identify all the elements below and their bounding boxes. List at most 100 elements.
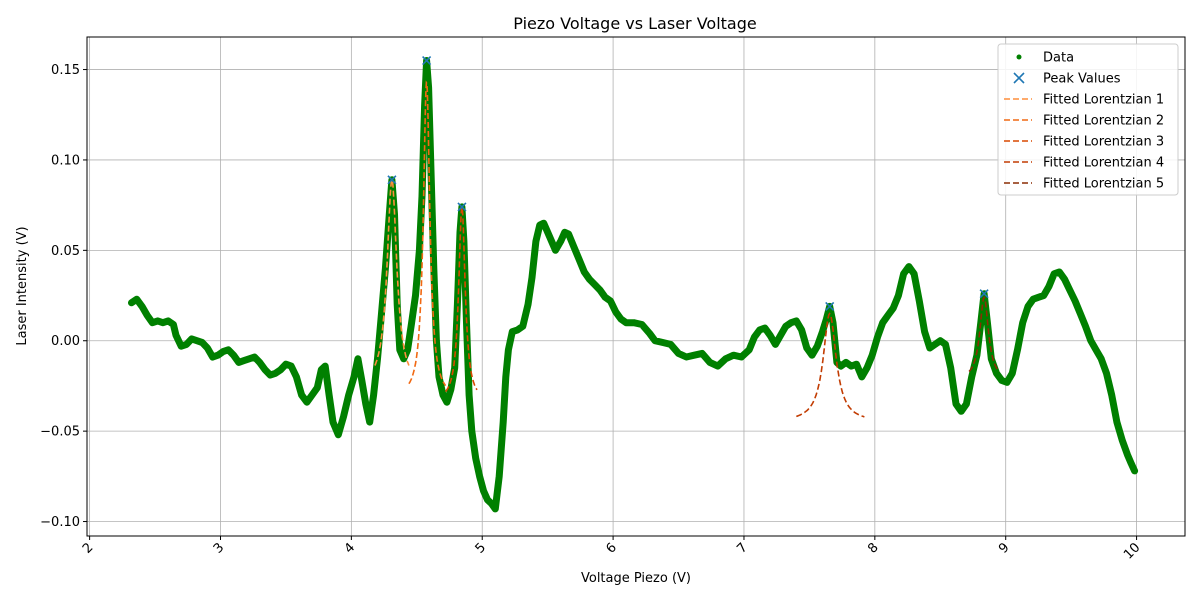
data-point — [345, 392, 352, 398]
y-tick-label: 0.10 — [51, 153, 80, 168]
data-point — [581, 269, 588, 275]
data-point — [492, 505, 499, 512]
data-point — [683, 354, 690, 360]
data-point — [532, 238, 539, 245]
data-point — [607, 298, 614, 304]
data-point — [443, 399, 450, 406]
data-point — [623, 319, 630, 326]
data-point — [814, 343, 821, 350]
data-point — [159, 319, 166, 326]
data-point — [330, 419, 336, 426]
data-point — [646, 330, 653, 337]
data-point — [484, 496, 491, 503]
data-point — [1040, 292, 1047, 299]
legend-label: Fitted Lorentzian 1 — [1043, 93, 1164, 108]
data-point — [942, 341, 949, 348]
data-point — [777, 332, 784, 339]
data-point — [496, 473, 503, 480]
data-point — [322, 363, 329, 370]
data-point — [396, 346, 403, 353]
fit-curve — [408, 80, 447, 387]
legend-peak-swatch — [1013, 72, 1025, 84]
data-point — [652, 337, 658, 344]
data-point — [472, 455, 479, 462]
data-point — [386, 211, 393, 218]
data-point — [1119, 437, 1126, 444]
data-point — [853, 361, 860, 368]
data-point — [691, 352, 698, 359]
data-point — [1061, 276, 1068, 283]
data-point — [803, 345, 810, 351]
data-point — [738, 354, 745, 360]
legend: Data Peak Values Fitted Lorentzian 1 Fitted… — [997, 43, 1179, 196]
data-point — [756, 326, 763, 333]
data-point — [1113, 419, 1120, 426]
data-point — [548, 238, 555, 245]
data-point — [895, 292, 902, 299]
data-point — [525, 301, 531, 308]
legend-label: Fitted Lorentzian 5 — [1043, 177, 1164, 192]
data-point — [128, 299, 135, 306]
data-point — [354, 355, 361, 362]
data-point — [412, 292, 419, 299]
data-point — [631, 319, 637, 326]
data-point — [178, 343, 185, 350]
data-point — [958, 408, 965, 415]
data-point — [225, 346, 232, 353]
data-point — [782, 323, 789, 330]
data-point — [165, 317, 172, 324]
data-point — [963, 401, 970, 407]
data-point — [509, 328, 516, 335]
data-point — [1072, 298, 1079, 304]
data-point — [267, 372, 274, 379]
y-axis-ticks: −0.10 −0.05 0.00 0.05 0.10 0.15 — [40, 63, 87, 530]
fit-curve — [968, 295, 1000, 373]
data-point — [900, 270, 907, 277]
data-point — [879, 319, 886, 326]
data-point — [1093, 346, 1099, 353]
data-point — [256, 359, 263, 366]
data-point — [926, 345, 933, 351]
data-point — [1131, 467, 1138, 474]
data-point — [1019, 319, 1026, 326]
data-point — [544, 229, 551, 236]
data-point — [529, 274, 535, 281]
legend-label: Fitted Lorentzian 3 — [1043, 135, 1164, 150]
data-point — [277, 366, 284, 373]
data-point — [932, 341, 938, 348]
data-point — [183, 341, 190, 348]
data-point — [199, 339, 206, 346]
data-point — [746, 346, 753, 353]
data-point — [293, 373, 300, 380]
y-tick-label: 0.05 — [51, 244, 80, 259]
data-point — [1030, 296, 1037, 303]
data-point — [869, 352, 876, 359]
y-tick-label: 0.00 — [51, 334, 80, 349]
data-point — [430, 265, 437, 272]
data-point — [288, 363, 295, 370]
data-point — [1035, 294, 1042, 301]
data-point — [602, 294, 609, 301]
data-point — [576, 256, 583, 263]
data-point — [1014, 346, 1021, 353]
peak-marker — [825, 301, 835, 311]
data-point — [457, 229, 463, 236]
legend-data-swatch — [1016, 54, 1022, 60]
data-point — [1009, 370, 1016, 377]
data-point — [714, 363, 721, 370]
data-point — [837, 363, 844, 370]
data-point — [767, 332, 774, 339]
data-point — [675, 350, 682, 357]
data-point — [1004, 379, 1010, 386]
data-point — [552, 247, 559, 254]
data-point — [298, 392, 305, 398]
data-point — [378, 310, 385, 317]
data-point — [890, 305, 897, 312]
y-tick-label: −0.05 — [40, 425, 80, 440]
data-point — [421, 102, 428, 109]
data-point — [370, 392, 377, 398]
data-point — [314, 384, 321, 391]
data-point — [1077, 310, 1084, 317]
data-point — [772, 341, 779, 348]
data-point — [722, 355, 729, 362]
